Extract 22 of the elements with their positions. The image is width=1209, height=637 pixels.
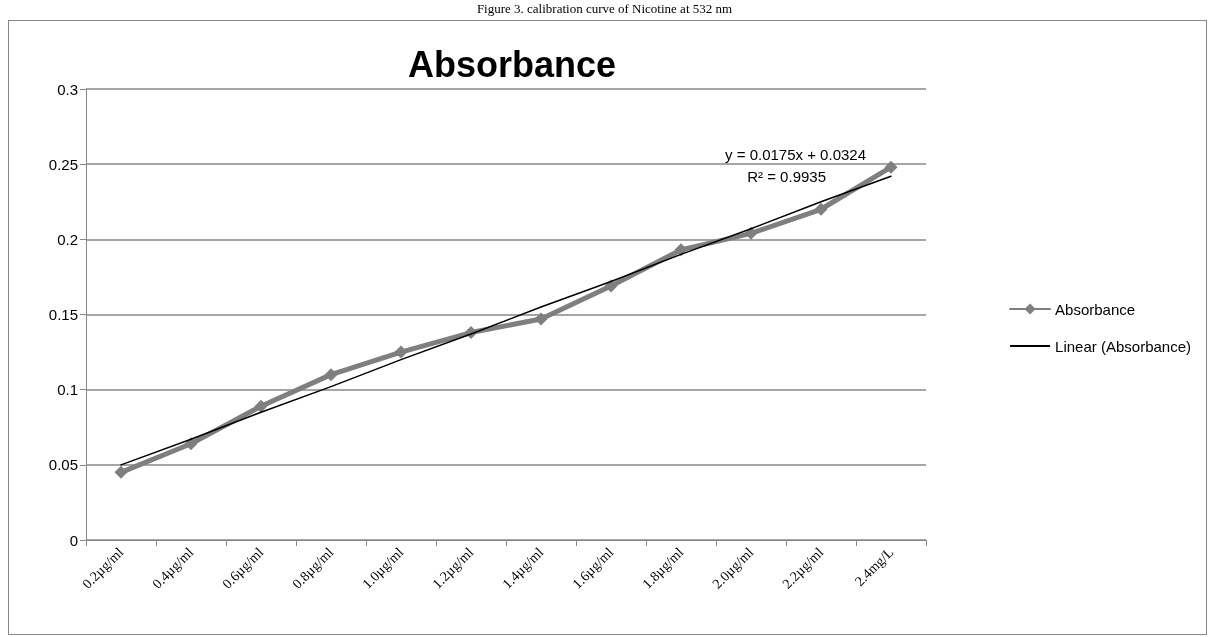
y-tick-label: 0.25 [48, 155, 78, 173]
point [324, 368, 338, 382]
annotation: R² = 0.9935 [747, 168, 827, 185]
legend-label: Linear (Absorbance) [1055, 337, 1192, 355]
y-tick-label: 0 [69, 531, 78, 549]
point [884, 160, 898, 174]
y-tick-label: 0.2 [57, 230, 78, 248]
point [114, 465, 128, 479]
caption: Figure 3. calibration curve of Nicotine at 532 nm [475, 0, 734, 18]
point [604, 279, 618, 293]
y-tick-label: 0.15 [48, 306, 78, 323]
y-tick-label: 0.3 [57, 80, 78, 98]
point [394, 345, 408, 359]
chart-title: Absorbance [407, 43, 617, 85]
point [534, 312, 548, 326]
point [184, 437, 198, 451]
point [254, 399, 268, 413]
y-tick-label: 0.05 [48, 456, 78, 474]
annotation: y = 0.0175x + 0.0324 [725, 146, 867, 163]
y-tick-label: 0.1 [57, 381, 78, 399]
legend-label: Absorbance [1055, 300, 1136, 318]
point [814, 202, 828, 216]
